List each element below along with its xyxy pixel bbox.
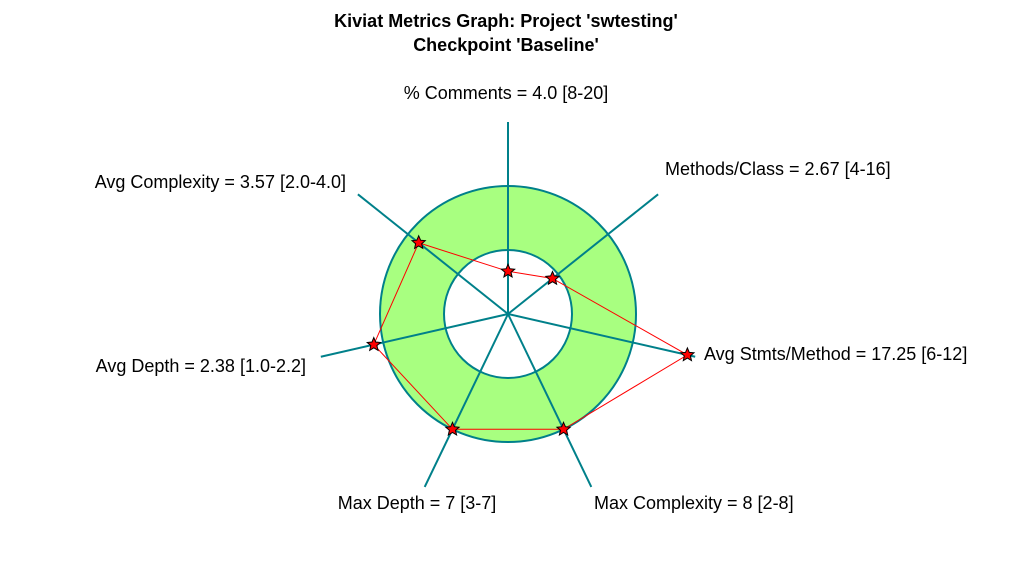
axis-line-4 — [507, 313, 593, 488]
axis-line-2 — [507, 193, 659, 315]
metric-point-4 — [555, 421, 572, 437]
axis-line-7 — [357, 193, 509, 315]
chart-subtitle: Checkpoint 'Baseline' — [413, 35, 599, 55]
axis-label-7: Avg Complexity = 3.57 [2.0-4.0] — [95, 172, 346, 192]
axis-label-2: Methods/Class = 2.67 [4-16] — [665, 159, 891, 179]
metric-point-2 — [544, 270, 561, 286]
normal-range-band — [380, 186, 636, 442]
metric-point-6 — [365, 336, 382, 352]
axis-label-3: Avg Stmts/Method = 17.25 [6-12] — [704, 344, 967, 364]
axis-label-4: Max Complexity = 8 [2-8] — [594, 493, 794, 513]
axis-line-6 — [320, 313, 509, 358]
axis-label-1: % Comments = 4.0 [8-20] — [404, 83, 609, 103]
metric-point-5 — [444, 421, 461, 437]
metric-point-1 — [500, 263, 516, 279]
axis-label-5: Max Depth = 7 [3-7] — [338, 493, 497, 513]
metric-point-3 — [679, 346, 696, 362]
chart-title: Kiviat Metrics Graph: Project 'swtesting… — [334, 11, 678, 31]
axis-label-6: Avg Depth = 2.38 [1.0-2.2] — [96, 356, 306, 376]
metric-polygon — [373, 242, 689, 430]
metric-point-7 — [410, 234, 427, 250]
axis-line-3 — [507, 313, 696, 358]
axis-line-5 — [423, 313, 509, 488]
